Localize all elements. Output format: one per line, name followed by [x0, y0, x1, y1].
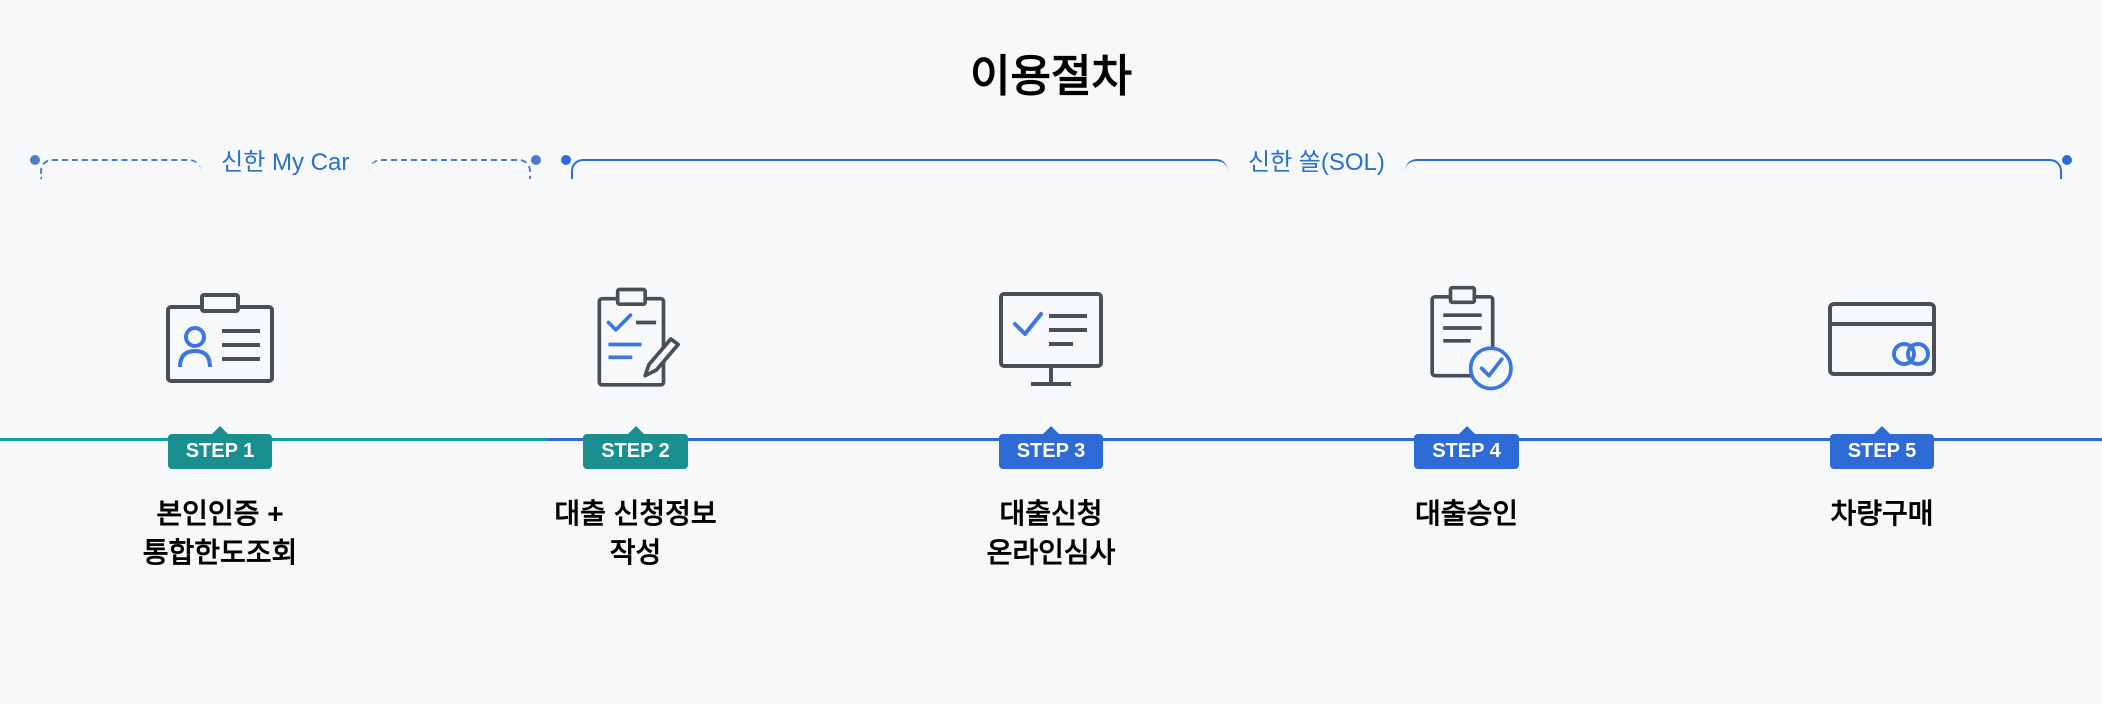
- bracket-line: [369, 159, 530, 179]
- id-card-icon: [160, 274, 280, 404]
- bracket-dot: [2062, 155, 2072, 165]
- bracket-line: [1405, 159, 2062, 179]
- process-diagram: 이용절차 신한 My Car 신한 쏠(SOL) STEP 1 본인인증 + 통합한…: [0, 0, 2102, 704]
- step-badge: STEP 1: [168, 434, 273, 469]
- step-desc: 대출승인: [1415, 494, 1518, 533]
- bracket-label: 신한 쏠(SOL): [1228, 142, 1405, 177]
- bracket-dot: [531, 155, 541, 165]
- step-3: STEP 3 대출신청 온라인심사: [911, 274, 1191, 572]
- step-5: STEP 5 차량구매: [1742, 274, 2022, 572]
- step-desc: 차량구매: [1830, 494, 1933, 533]
- step-badge-wrap: STEP 5: [1830, 434, 1935, 469]
- page-title: 이용절차: [0, 40, 2102, 104]
- bracket-label: 신한 My Car: [201, 142, 369, 177]
- step-badge: STEP 2: [583, 434, 688, 469]
- bracket-line: [571, 159, 1228, 179]
- step-badge-wrap: STEP 3: [999, 434, 1104, 469]
- step-4: STEP 4 대출승인: [1327, 274, 1607, 572]
- bracket-group-0: 신한 My Car: [30, 154, 541, 184]
- bracket-dot: [561, 155, 571, 165]
- clipboard-write-icon: [576, 274, 696, 404]
- monitor-check-icon: [991, 274, 1111, 404]
- step-badge-wrap: STEP 2: [583, 434, 688, 469]
- step-desc: 대출 신청정보 작성: [554, 494, 716, 572]
- bracket-group-1: 신한 쏠(SOL): [561, 154, 2072, 184]
- step-2: STEP 2 대출 신청정보 작성: [496, 274, 776, 572]
- steps-area: STEP 1본인인증 + 통합한도조회STEP 2대출 신청정보 작성STEP …: [0, 274, 2102, 572]
- category-brackets: 신한 My Car 신한 쏠(SOL): [30, 154, 2072, 204]
- step-desc: 본인인증 + 통합한도조회: [143, 494, 298, 572]
- step-badge-wrap: STEP 1: [168, 434, 273, 469]
- credit-card-icon: [1822, 274, 1942, 404]
- step-1: STEP 1 본인인증 + 통합한도조회: [80, 274, 360, 572]
- step-badge: STEP 4: [1414, 434, 1519, 469]
- steps-row: STEP 1본인인증 + 통합한도조회STEP 2대출 신청정보 작성STEP …: [0, 274, 2102, 572]
- bracket-line: [40, 159, 201, 179]
- bracket-dot: [30, 155, 40, 165]
- step-desc: 대출신청 온라인심사: [987, 494, 1116, 572]
- step-badge: STEP 3: [999, 434, 1104, 469]
- step-badge: STEP 5: [1830, 434, 1935, 469]
- doc-approve-icon: [1407, 274, 1527, 404]
- step-badge-wrap: STEP 4: [1414, 434, 1519, 469]
